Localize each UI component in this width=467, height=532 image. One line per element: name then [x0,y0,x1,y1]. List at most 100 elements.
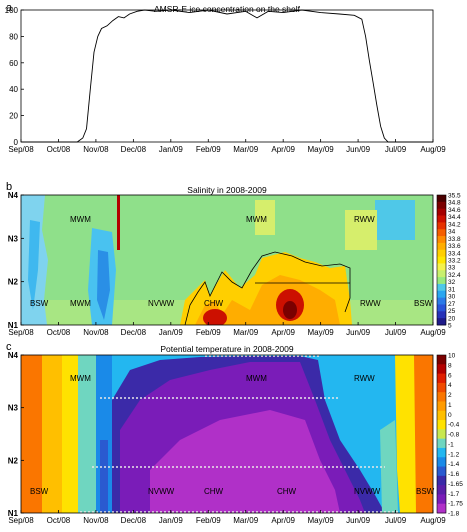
panel-a-title: AMSR-E ice concentration on the shelf [154,4,301,14]
wm-label-c-6: CHW [277,487,297,496]
panel-a-x-tick-label: Dec/08 [121,145,147,154]
wm-label-c-5: CHW [204,487,224,496]
panel-a-x-tick-label: Sep/08 [8,145,34,154]
wm-label-c-7: NVWW [354,487,381,496]
panel-b-x-tick-label: Oct/08 [47,328,71,337]
salinity-high-core [195,275,340,325]
colorbar-b-tick-label: 34.6 [448,207,461,214]
panel-c-x-tick-label: Sep/08 [8,516,34,525]
salinity-fresh-patch-nov2 [97,250,110,320]
temp-warm-east2 [414,355,433,513]
colorbar-c-tick-label: 10 [448,353,456,360]
panel-a-y-tick-label: 40 [9,85,18,94]
colorbar-b-swatch [437,249,446,257]
panel-c-x-tick-label: Apr/09 [271,516,295,525]
wm-label-c-0: MWM [70,374,91,383]
salinity-max-core-apr-inner [283,301,297,319]
panel-a-x-tick-label: Oct/08 [47,145,71,154]
colorbar-c-swatch [437,410,446,421]
panel-a-x-tick-label: Nov/08 [83,145,109,154]
colorbar-c-tick-label: -1.7 [448,491,460,498]
panel-c-x-tick-label: Aug/09 [420,516,446,525]
wm-label-c-8: BSW [416,487,435,496]
panel-c-y-tick-label: N3 [8,404,19,413]
colorbar-b-tick-label: 34.2 [448,221,461,228]
panel-b-x-ticks: Sep/08 Oct/08 Nov/08 Dec/08 Jan/09 Feb/09 Mar/… [8,322,446,337]
panel-c: c Potential temperature in 2008-2009 N1N… [6,341,463,525]
colorbar-c-frame [436,354,447,514]
temperature-field [21,355,433,513]
salinity-water-mass-labels: MWM MWM RWW BSW MWM NVWW CHW RWW BSW [30,215,433,308]
temp-cold-deepest [150,410,340,513]
colorbar-c-tick-label: 0 [448,412,452,419]
colorbar-b-swatch [437,236,446,244]
wm-label-b-2: RWW [354,215,375,224]
colorbar-c-swatch [437,438,446,449]
colorbar-c-tick-label: -1.65 [448,481,463,488]
panel-b: b Salinity in 2008-2009 N1 N2 N3 N4 Sep/08 O… [6,181,461,337]
panel-c-y-ticks: N1 N2 N3 N4 [8,351,24,518]
colorbar-c-swatch [437,429,446,440]
panel-a-y-tick-label: 60 [9,59,18,68]
colorbar-b-tick-label: 34.4 [448,214,461,221]
wm-label-b-3: BSW [30,299,49,308]
panel-c-x-tick-label: Mar/09 [233,516,258,525]
panel-c-letter: c [6,341,12,353]
colorbar-c-swatch [437,392,446,402]
panel-b-y-tick-label: N1 [8,321,19,330]
colorbar-c-tick-label: -1.2 [448,451,460,458]
wm-label-c-1: MWM [246,374,267,383]
colorbar-c-tick-label: 1 [448,402,452,409]
panel-a-x-tick-label: Jan/09 [159,145,184,154]
wm-label-c-4: NVWW [148,487,175,496]
colorbar-c-tick-label: -0.4 [448,422,460,429]
colorbar-b-swatch [437,201,446,210]
panel-c-x-tick-label: Nov/08 [83,516,109,525]
panel-b-y-tick-label: N4 [8,191,19,200]
salinity-field [21,195,433,325]
temp-warm-west3 [62,355,82,513]
colorbar-b-swatch [437,297,446,305]
panel-b-x-tick-label: Nov/08 [83,328,109,337]
panel-a-letter: a [6,2,13,14]
panel-c-y-tick-label: N1 [8,509,19,518]
temp-mid-east [380,420,398,513]
colorbar-c-swatch [437,420,446,430]
colorbar-c-swatch [437,503,446,514]
colorbar-c-tick-label: 4 [448,382,452,389]
colorbar-c-tick-label: -1 [448,441,454,448]
panel-b-x-tick-label: Apr/09 [271,328,295,337]
colorbar-b-tick-label: 25 [448,308,456,315]
panel-b-y-tick-label: N3 [8,234,19,243]
panel-a-x-tick-label: May/09 [308,145,335,154]
panel-a-x-tick-label: Mar/09 [233,145,258,154]
temperature-colorbar: 10864210-0.4-0.8-1-1.2-1.4-1.6-1.65-1.7-… [436,353,463,518]
colorbar-b-tick-label: 20 [448,315,456,322]
colorbar-b-swatch [437,215,446,223]
colorbar-b-tick-label: 33 [448,265,456,272]
panel-a-x-tick-label: Apr/09 [271,145,295,154]
panel-b-x-tick-label: Jan/09 [159,328,184,337]
panel-b-x-tick-label: Mar/09 [233,328,258,337]
colorbar-b-swatch [437,290,446,299]
panel-c-x-tick-label: Jan/09 [159,516,184,525]
colorbar-b-swatch [437,242,446,251]
panel-c-y-tick-label: N2 [8,456,19,465]
colorbar-c-tick-label: 8 [448,362,452,369]
panel-a-y-tick-label: 20 [9,112,18,121]
colorbar-b-swatch [437,256,446,264]
colorbar-c-swatch [437,382,446,393]
panel-b-x-tick-label: May/09 [308,328,335,337]
salinity-colorbar: 35.534.834.634.434.23433.833.633.433.233… [436,193,461,330]
colorbar-b-swatch [437,208,446,216]
colorbar-c-tick-label: 6 [448,372,452,379]
colorbar-c-swatch [437,466,446,477]
salinity-yellow-apr [255,200,275,235]
panel-b-x-tick-label: Jun/09 [346,328,371,337]
panel-b-x-tick-label: Dec/08 [121,328,147,337]
colorbar-b-tick-label: 34 [448,229,456,236]
salinity-fresh-patch-jun [375,200,415,240]
wm-label-c-3: BSW [30,487,49,496]
panel-a-y-tick-label: 0 [14,138,19,147]
colorbar-c-swatch [437,401,446,412]
